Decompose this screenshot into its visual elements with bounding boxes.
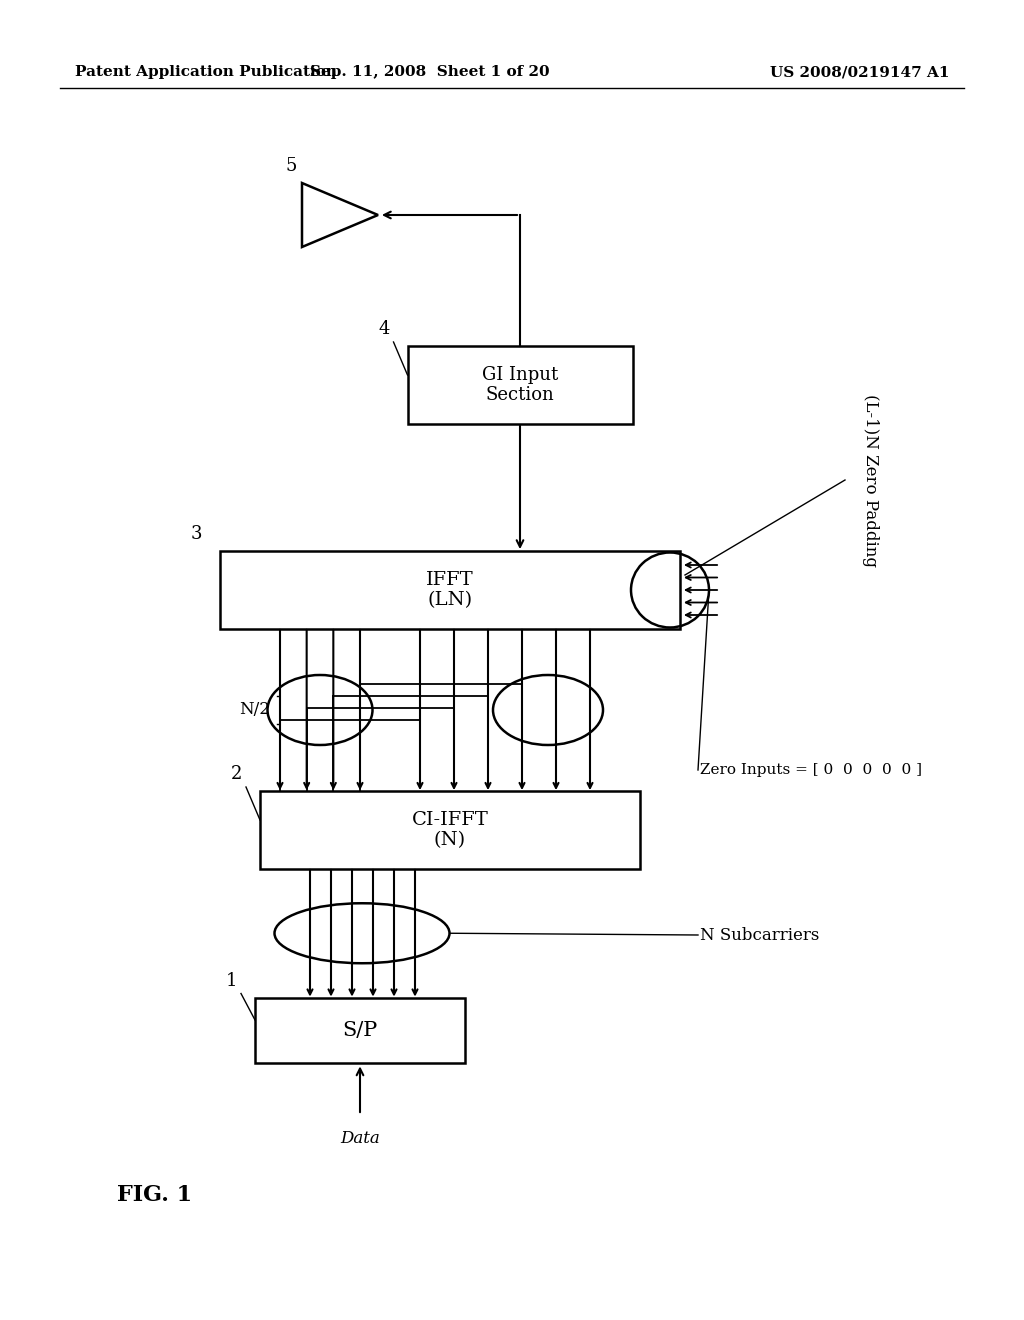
Text: 5: 5	[286, 157, 297, 176]
Text: CI-IFFT
(N): CI-IFFT (N)	[412, 810, 488, 849]
Text: Patent Application Publication: Patent Application Publication	[75, 65, 337, 79]
Text: US 2008/0219147 A1: US 2008/0219147 A1	[770, 65, 950, 79]
Text: S/P: S/P	[342, 1020, 378, 1040]
Text: 1: 1	[225, 972, 237, 990]
Text: IFFT
(LN): IFFT (LN)	[426, 570, 474, 610]
Text: Data: Data	[340, 1130, 380, 1147]
Text: GI Input
Section: GI Input Section	[482, 366, 558, 404]
Text: (L-1)N Zero Padding: (L-1)N Zero Padding	[861, 393, 879, 566]
Text: N/2: N/2	[240, 701, 270, 718]
Text: 4: 4	[378, 319, 389, 338]
Bar	[255, 998, 465, 1063]
Text: 2: 2	[230, 766, 242, 783]
Bar	[260, 791, 640, 869]
Text: N Subcarriers: N Subcarriers	[700, 927, 819, 944]
Bar	[408, 346, 633, 424]
Text: Zero Inputs = [ 0  0  0  0  0 ]: Zero Inputs = [ 0 0 0 0 0 ]	[700, 763, 922, 777]
Text: FIG. 1: FIG. 1	[118, 1184, 193, 1206]
Text: 3: 3	[190, 525, 202, 543]
Bar	[220, 550, 680, 630]
Text: Sep. 11, 2008  Sheet 1 of 20: Sep. 11, 2008 Sheet 1 of 20	[310, 65, 550, 79]
